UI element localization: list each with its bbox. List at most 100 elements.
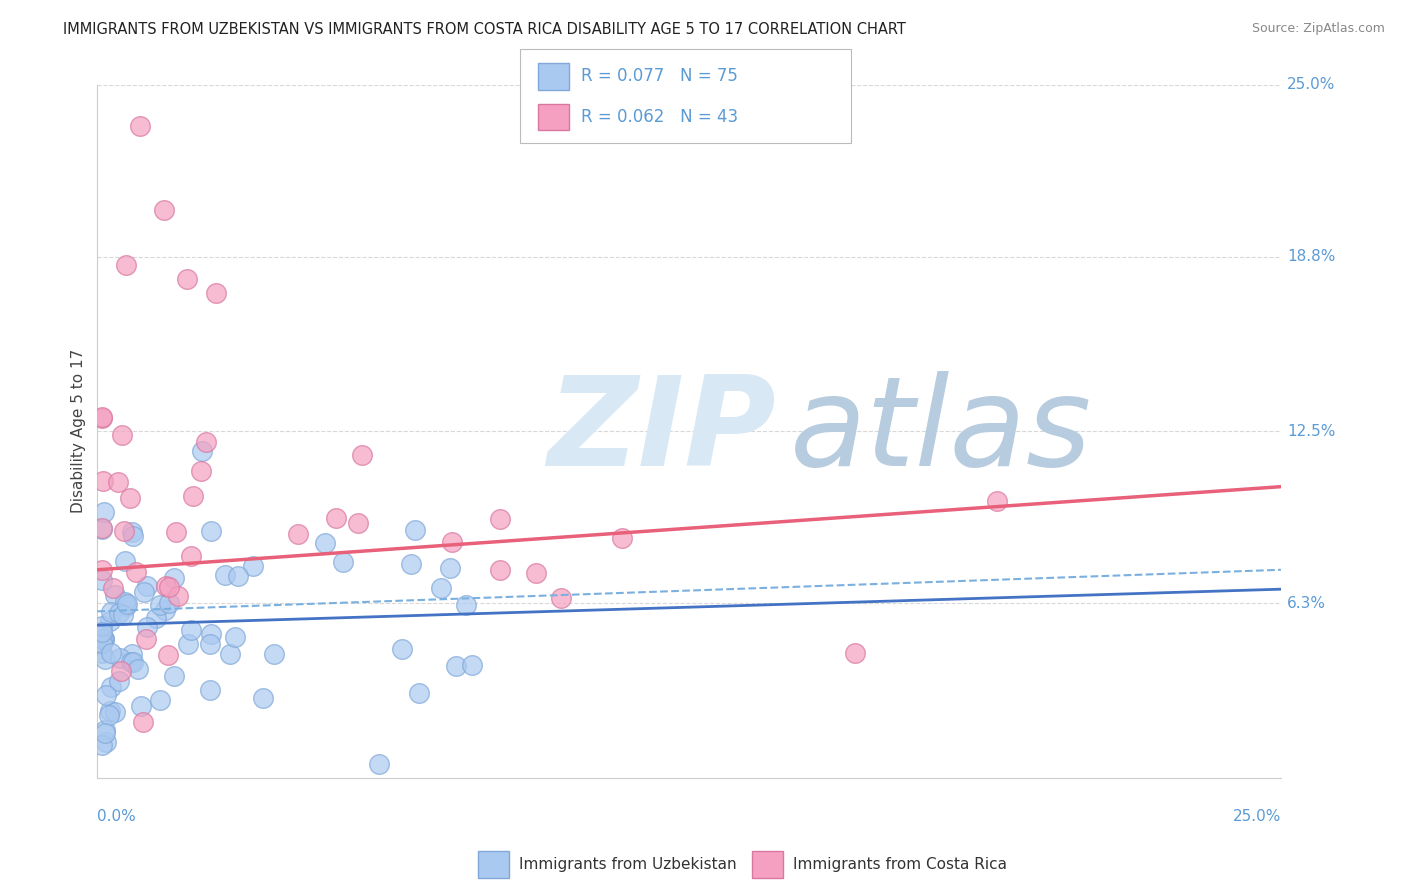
Point: [94, 725, 117, 739]
Text: Source: ZipAtlas.com: Source: ZipAtlas.com: [1251, 22, 1385, 36]
Point: [110, 651, 132, 665]
Point: [224, 630, 246, 644]
Point: [347, 516, 370, 530]
Point: [103, 581, 125, 595]
Text: 12.5%: 12.5%: [1286, 424, 1336, 439]
Point: [441, 535, 464, 549]
Point: [488, 563, 510, 577]
Text: 25.0%: 25.0%: [1286, 78, 1336, 93]
Point: [198, 637, 221, 651]
Text: R = 0.077   N = 75: R = 0.077 N = 75: [581, 67, 738, 86]
Point: [91, 573, 114, 587]
Point: [114, 599, 136, 613]
Point: [844, 646, 866, 660]
Point: [97, 708, 120, 723]
Point: [163, 669, 186, 683]
Point: [135, 620, 157, 634]
Point: [94, 652, 117, 666]
Point: [128, 662, 150, 676]
Point: [155, 579, 177, 593]
Text: R = 0.062   N = 43: R = 0.062 N = 43: [581, 108, 738, 126]
Text: ZIP: ZIP: [547, 371, 776, 491]
Point: [100, 704, 122, 718]
Point: [180, 623, 202, 637]
Point: [91, 411, 114, 425]
Point: [94, 689, 117, 703]
Point: [180, 549, 202, 563]
Text: 18.8%: 18.8%: [1286, 249, 1336, 264]
Point: [112, 607, 135, 622]
Point: [204, 285, 226, 300]
Point: [91, 632, 114, 646]
Point: [488, 512, 510, 526]
Point: [107, 475, 129, 489]
Point: [91, 619, 114, 633]
Point: [157, 580, 180, 594]
Point: [325, 511, 347, 525]
Point: [200, 626, 222, 640]
Point: [91, 738, 114, 752]
Point: [226, 568, 249, 582]
Point: [157, 648, 180, 662]
Point: [408, 685, 430, 699]
Point: [100, 646, 122, 660]
Point: [550, 591, 572, 605]
Text: Immigrants from Costa Rica: Immigrants from Costa Rica: [793, 857, 1007, 871]
Point: [91, 520, 114, 534]
Text: Immigrants from Uzbekistan: Immigrants from Uzbekistan: [519, 857, 737, 871]
Point: [263, 648, 285, 662]
Point: [100, 614, 122, 628]
Point: [93, 632, 115, 647]
Point: [93, 505, 115, 519]
Point: [91, 636, 114, 650]
Text: atlas: atlas: [790, 371, 1092, 491]
Point: [461, 657, 484, 672]
Point: [121, 647, 143, 661]
Point: [391, 641, 413, 656]
Point: [157, 596, 180, 610]
Point: [114, 554, 136, 568]
Point: [104, 588, 127, 602]
Point: [118, 491, 141, 505]
Point: [368, 756, 391, 771]
Point: [165, 524, 187, 539]
Point: [219, 647, 242, 661]
Point: [100, 606, 122, 620]
Point: [135, 632, 157, 646]
Point: [439, 561, 461, 575]
Point: [114, 595, 136, 609]
Point: [444, 659, 467, 673]
Y-axis label: Disability Age 5 to 17: Disability Age 5 to 17: [72, 349, 86, 514]
Point: [177, 636, 200, 650]
Point: [190, 443, 212, 458]
Point: [430, 581, 453, 595]
Point: [122, 529, 145, 543]
Point: [162, 571, 184, 585]
Point: [252, 691, 274, 706]
Point: [399, 557, 422, 571]
Point: [129, 699, 152, 714]
Point: [153, 603, 176, 617]
Point: [110, 664, 132, 678]
Point: [986, 493, 1008, 508]
Point: [91, 522, 114, 536]
Point: [132, 715, 155, 730]
Point: [194, 435, 217, 450]
Text: 25.0%: 25.0%: [1233, 809, 1281, 823]
Point: [111, 428, 134, 442]
Point: [132, 585, 155, 599]
Point: [176, 272, 198, 286]
Point: [610, 531, 633, 545]
Point: [100, 680, 122, 694]
Point: [96, 735, 118, 749]
Point: [404, 523, 426, 537]
Point: [120, 655, 142, 669]
Point: [125, 565, 148, 579]
Point: [149, 598, 172, 612]
Point: [167, 589, 190, 603]
Point: [121, 655, 143, 669]
Point: [314, 535, 336, 549]
Point: [145, 611, 167, 625]
Point: [91, 647, 114, 661]
Point: [198, 682, 221, 697]
